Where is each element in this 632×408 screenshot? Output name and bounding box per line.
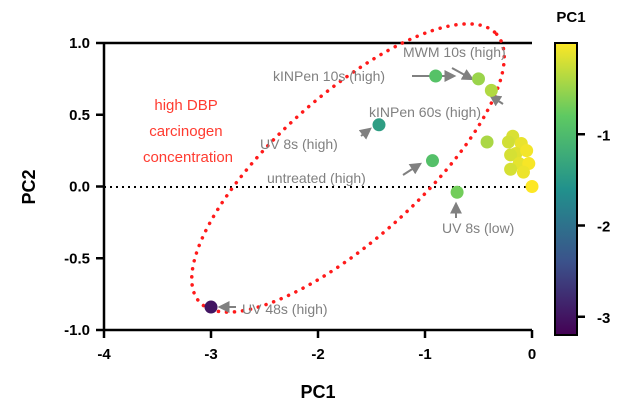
data-point: [472, 72, 485, 86]
y-tick-label: -1.0: [64, 322, 90, 339]
x-tick-label: -4: [97, 346, 111, 363]
annotation-label: kINPen 10s (high): [273, 68, 385, 84]
data-point: [520, 144, 534, 158]
y-tick-label: -0.5: [64, 250, 90, 267]
colorbar-ticks: -1 -2 -3: [577, 127, 610, 327]
colorbar-tick-label: -2: [597, 219, 610, 236]
data-point: [504, 148, 518, 162]
group-note-line: concentration: [143, 149, 233, 166]
data-point: [504, 162, 518, 176]
group-note-line: carcinogen: [149, 123, 222, 140]
annotation-arrow: [489, 94, 504, 107]
colorbar: PC1 -1 -2 -3: [554, 9, 610, 336]
y-axis-title: PC2: [19, 169, 39, 204]
data-point: [429, 69, 443, 83]
x-tick-label: -2: [311, 346, 324, 363]
data-point: [484, 83, 498, 97]
group-note: high DBP carcinogen concentration: [143, 97, 233, 166]
annotation-arrow: [451, 67, 475, 81]
data-point: [372, 118, 386, 132]
data-point: [501, 135, 515, 149]
annotation-arrow: [358, 127, 372, 140]
y-tick-label: 1.0: [69, 35, 90, 52]
y-tick-label: 0.5: [69, 107, 90, 124]
annotation-label: MWM 10s (high): [403, 44, 506, 60]
annotation-label: kINPen 60s (high): [369, 104, 481, 120]
colorbar-title: PC1: [556, 9, 585, 26]
y-tick-label: 0.0: [69, 179, 90, 196]
group-ellipse: [190, 22, 506, 314]
data-point: [480, 135, 494, 149]
annotation-label: untreated (high): [267, 170, 366, 186]
data-point: [450, 185, 464, 199]
colorbar-tick-label: -3: [597, 310, 610, 327]
x-axis-ticks: -4 -3 -2 -1 0: [97, 330, 536, 363]
x-axis-title: PC1: [300, 382, 335, 402]
data-point: [525, 180, 539, 193]
plot-area: [102, 41, 532, 332]
x-tick-label: -1: [418, 346, 431, 363]
x-tick-label: -3: [204, 346, 217, 363]
group-note-line: high DBP: [154, 97, 217, 114]
annotation-label: UV 8s (high): [260, 136, 338, 152]
annotation-label: UV 48s (high): [242, 301, 328, 317]
data-point: [516, 165, 530, 179]
data-point: [425, 154, 439, 168]
data-points: [204, 69, 539, 314]
data-point: [204, 300, 218, 314]
annotation-label: UV 8s (low): [442, 220, 514, 236]
y-axis-ticks: 1.0 0.5 0.0 -0.5 -1.0: [64, 35, 104, 339]
annotations: MWM 10s (high) kINPen 10s (high) kINPen …: [217, 44, 514, 317]
colorbar-tick-label: -1: [597, 127, 610, 144]
annotation-arrow: [402, 162, 423, 176]
colorbar-gradient: [554, 42, 578, 336]
x-tick-label: 0: [528, 346, 536, 363]
